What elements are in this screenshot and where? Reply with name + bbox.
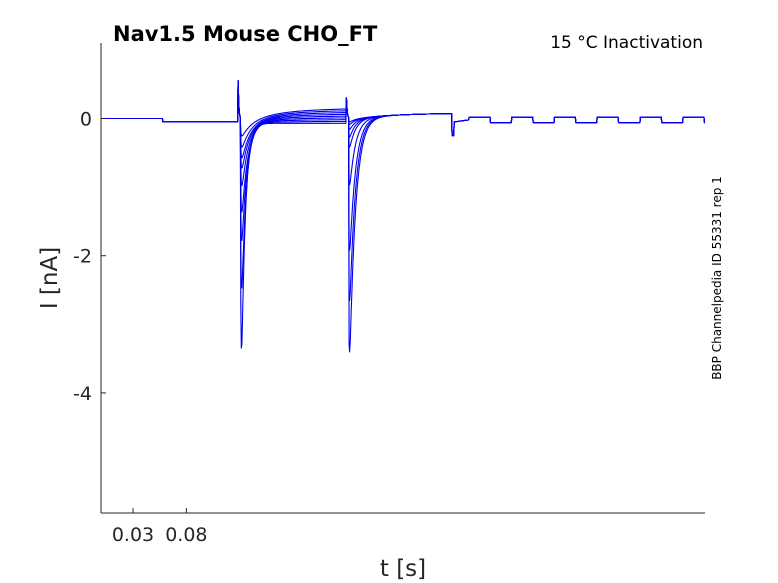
sweep-trace — [100, 80, 706, 302]
chart-subtitle: 15 °C Inactivation — [550, 33, 703, 53]
chart-title: Nav1.5 Mouse CHO_FT — [113, 22, 378, 46]
x-tick-group: 0.03 0.08 — [112, 508, 208, 546]
y-tick-label: -2 — [73, 246, 92, 268]
trace-group — [100, 80, 706, 353]
y-tick-group: 0 -2 -4 — [73, 108, 106, 405]
sweep-trace — [100, 80, 706, 213]
sweep-trace — [100, 80, 706, 251]
sweep-trace — [100, 80, 706, 187]
sweep-trace — [100, 80, 706, 148]
x-tick-label: 0.08 — [165, 524, 207, 546]
y-tick-label: 0 — [80, 108, 92, 130]
y-tick-label: -4 — [73, 383, 92, 405]
sweep-trace — [100, 80, 706, 137]
sweep-trace — [100, 80, 706, 159]
x-axis-label: t [s] — [380, 556, 426, 582]
y-axis-label: I [nA] — [37, 247, 63, 309]
side-label: BBP Channelpedia ID 55331 rep 1 — [710, 176, 724, 380]
sweep-trace — [100, 80, 706, 169]
x-tick-label: 0.03 — [112, 524, 154, 546]
